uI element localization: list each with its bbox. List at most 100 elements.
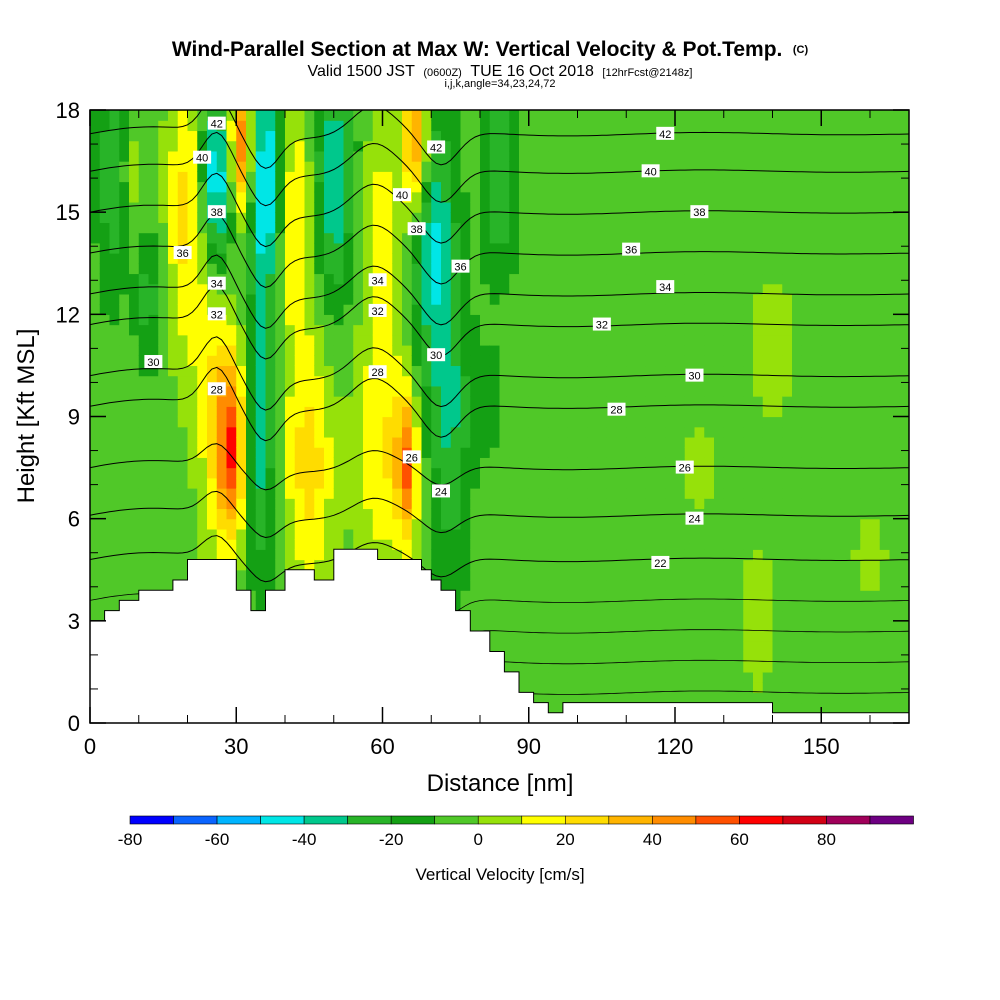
w-cell bbox=[889, 242, 900, 254]
w-cell bbox=[324, 120, 335, 132]
w-cell bbox=[324, 191, 335, 203]
w-cell bbox=[489, 314, 501, 326]
w-cell bbox=[616, 181, 627, 193]
w-cell bbox=[392, 355, 403, 367]
w-cell bbox=[860, 457, 871, 469]
w-cell bbox=[733, 201, 744, 213]
w-cell bbox=[402, 273, 413, 285]
w-cell bbox=[499, 549, 510, 561]
w-cell bbox=[879, 365, 891, 377]
w-cell bbox=[684, 671, 696, 683]
w-cell bbox=[148, 171, 159, 183]
w-cell bbox=[372, 201, 384, 213]
w-cell bbox=[138, 130, 150, 142]
w-cell bbox=[675, 212, 686, 223]
w-cell bbox=[831, 110, 842, 121]
w-cell bbox=[431, 150, 442, 162]
w-cell bbox=[850, 620, 861, 632]
w-cell bbox=[665, 181, 676, 193]
w-cell bbox=[860, 528, 871, 540]
w-cell bbox=[792, 242, 803, 254]
w-cell bbox=[626, 365, 637, 377]
w-cell bbox=[372, 171, 384, 183]
w-cell bbox=[577, 436, 588, 448]
w-cell bbox=[743, 314, 754, 326]
w-cell bbox=[255, 457, 267, 469]
w-cell bbox=[148, 508, 159, 520]
w-cell bbox=[821, 110, 832, 121]
w-cell bbox=[616, 488, 627, 499]
w-cell bbox=[528, 150, 540, 162]
w-cell bbox=[109, 355, 120, 367]
w-cell bbox=[285, 201, 296, 213]
w-cell bbox=[489, 324, 501, 336]
w-cell bbox=[655, 396, 666, 407]
w-cell bbox=[606, 569, 618, 581]
w-cell bbox=[782, 518, 793, 530]
w-cell bbox=[470, 120, 481, 132]
w-cell bbox=[509, 498, 520, 510]
w-cell bbox=[246, 293, 257, 305]
w-cell bbox=[450, 355, 462, 367]
w-cell bbox=[860, 171, 871, 183]
w-cell bbox=[694, 130, 705, 142]
w-cell bbox=[694, 283, 705, 295]
w-cell bbox=[558, 273, 569, 285]
w-cell bbox=[801, 181, 813, 193]
w-cell bbox=[811, 304, 822, 315]
w-cell bbox=[840, 467, 852, 479]
w-cell bbox=[402, 212, 413, 223]
w-cell bbox=[314, 416, 325, 428]
w-cell bbox=[90, 110, 101, 121]
w-cell bbox=[197, 385, 208, 397]
w-cell bbox=[168, 232, 179, 244]
w-cell bbox=[109, 375, 120, 387]
w-cell bbox=[733, 120, 744, 132]
w-cell bbox=[870, 600, 881, 612]
w-cell bbox=[665, 171, 676, 183]
w-cell bbox=[470, 344, 481, 356]
w-cell bbox=[626, 447, 637, 458]
w-cell bbox=[616, 201, 627, 213]
w-cell bbox=[489, 528, 501, 540]
w-cell bbox=[850, 641, 861, 653]
w-cell bbox=[226, 150, 237, 162]
w-cell bbox=[636, 488, 647, 499]
w-cell bbox=[158, 375, 169, 387]
w-cell bbox=[694, 416, 705, 428]
w-cell bbox=[353, 171, 364, 183]
w-cell bbox=[753, 518, 764, 530]
w-cell bbox=[236, 385, 247, 397]
w-cell bbox=[314, 140, 325, 152]
w-cell bbox=[304, 436, 315, 448]
w-cell bbox=[714, 171, 725, 183]
w-cell bbox=[460, 457, 471, 469]
w-cell bbox=[645, 436, 657, 448]
w-cell bbox=[723, 222, 735, 234]
w-cell bbox=[480, 375, 491, 387]
w-cell bbox=[714, 120, 725, 132]
w-cell bbox=[226, 324, 237, 336]
w-cell bbox=[655, 610, 666, 622]
w-cell bbox=[363, 396, 374, 407]
w-cell bbox=[275, 201, 286, 213]
w-cell bbox=[138, 171, 150, 183]
w-cell bbox=[304, 344, 315, 356]
w-cell bbox=[597, 590, 608, 601]
w-cell bbox=[90, 426, 101, 438]
w-cell bbox=[889, 651, 900, 663]
w-cell bbox=[870, 620, 881, 632]
w-cell bbox=[782, 181, 793, 193]
w-cell bbox=[723, 436, 735, 448]
w-cell bbox=[460, 324, 471, 336]
w-cell bbox=[801, 263, 813, 275]
w-cell bbox=[655, 150, 666, 162]
w-cell bbox=[801, 293, 813, 305]
w-cell bbox=[372, 150, 384, 162]
w-cell bbox=[870, 314, 881, 326]
w-cell bbox=[402, 222, 413, 234]
w-cell bbox=[460, 334, 471, 346]
w-cell bbox=[275, 212, 286, 223]
w-cell bbox=[655, 263, 666, 275]
w-cell bbox=[226, 130, 237, 142]
